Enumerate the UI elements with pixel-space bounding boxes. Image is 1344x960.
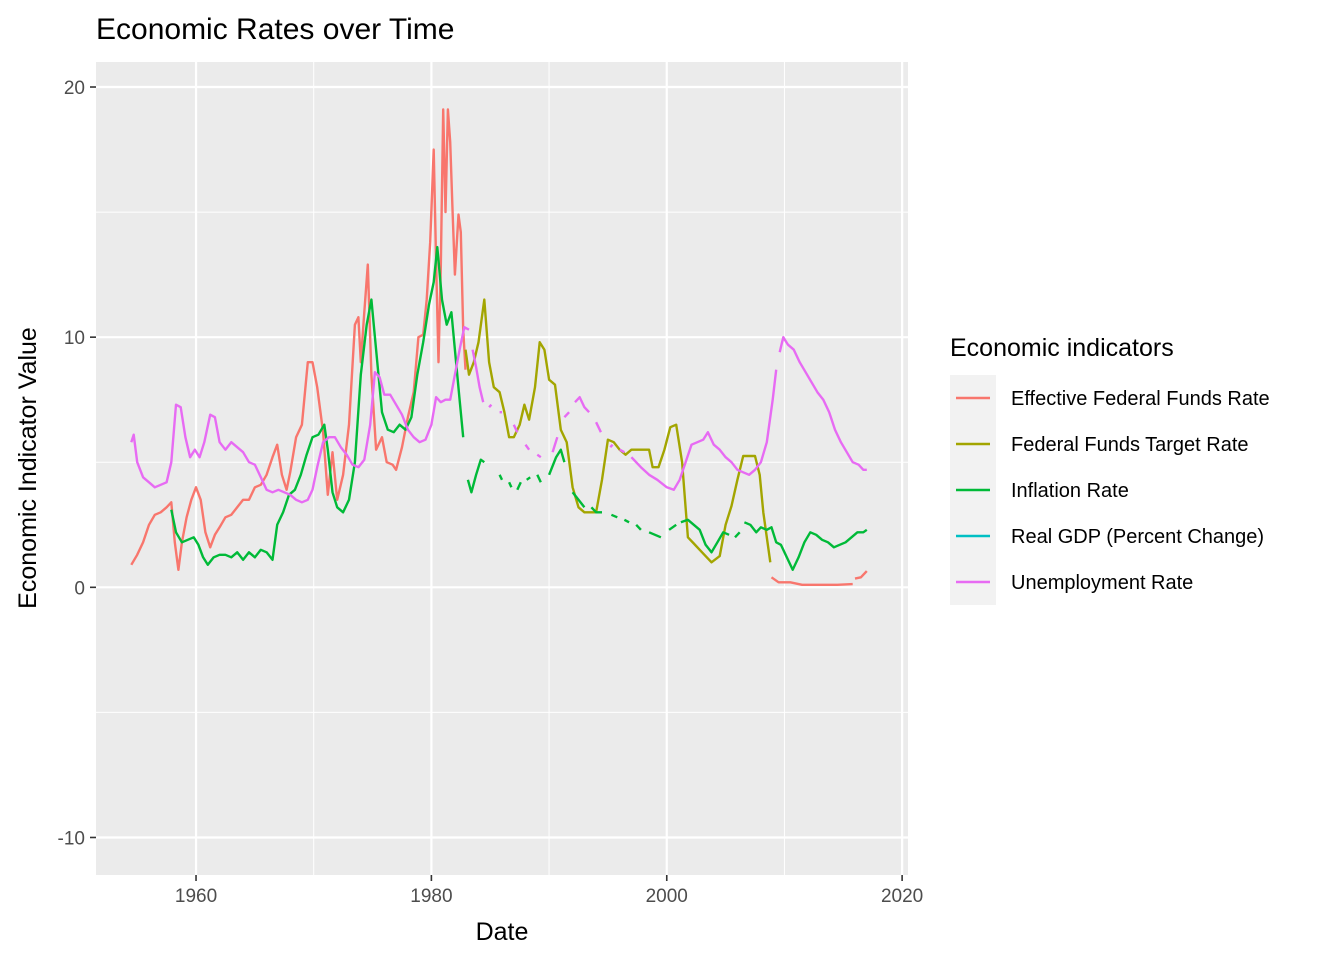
x-tick-label: 1960 bbox=[175, 886, 217, 907]
series-line-inflation-rate bbox=[623, 518, 630, 524]
series-line-inflation-rate bbox=[466, 458, 485, 494]
legend-label-real-gdp-percent-change: Real GDP (Percent Change) bbox=[1011, 526, 1264, 548]
chart-title: Economic Rates over Time bbox=[96, 13, 454, 46]
series-line-unemployment-rate bbox=[574, 396, 590, 414]
series-line-inflation-rate bbox=[635, 523, 642, 531]
legend: Economic indicators Effective Federal Fu… bbox=[950, 334, 1270, 605]
series-line-inflation-rate bbox=[610, 513, 618, 519]
x-tick-label: 1980 bbox=[410, 886, 452, 907]
series-line-inflation-rate bbox=[743, 521, 868, 571]
plot-panel bbox=[96, 62, 908, 875]
series-line-effective-federal-funds-rate bbox=[770, 576, 853, 586]
series-line-inflation-rate bbox=[734, 531, 741, 539]
y-tick-label: 20 bbox=[64, 78, 85, 99]
y-tick-label: -10 bbox=[58, 828, 85, 849]
series-line-unemployment-rate bbox=[488, 403, 493, 409]
series-line-unemployment-rate bbox=[130, 326, 470, 504]
series-line-effective-federal-funds-rate bbox=[130, 108, 467, 571]
x-axis: 1960 1980 2000 2020 bbox=[175, 875, 923, 907]
series-line-unemployment-rate bbox=[524, 443, 531, 451]
y-tick-label: 10 bbox=[64, 328, 85, 349]
series-line-inflation-rate bbox=[571, 491, 586, 509]
series-line-unemployment-rate bbox=[512, 424, 519, 433]
series-inflation-rate bbox=[170, 245, 868, 571]
minor-gridlines bbox=[96, 62, 908, 875]
series-layer bbox=[130, 108, 868, 586]
series-line-inflation-rate bbox=[590, 506, 602, 514]
series-federal-funds-target-rate bbox=[464, 298, 772, 564]
series-line-federal-funds-target-rate bbox=[464, 298, 772, 564]
series-line-inflation-rate bbox=[516, 481, 522, 491]
series-line-effective-federal-funds-rate bbox=[854, 570, 868, 580]
x-tick-label: 2020 bbox=[881, 886, 923, 907]
series-line-unemployment-rate bbox=[619, 448, 625, 454]
series-line-inflation-rate bbox=[680, 518, 730, 554]
series-line-inflation-rate bbox=[526, 476, 531, 481]
series-effective-federal-funds-rate bbox=[130, 108, 868, 586]
series-line-unemployment-rate bbox=[471, 349, 485, 403]
series-line-unemployment-rate bbox=[595, 421, 602, 433]
y-axis-title: Economic Indicator Value bbox=[14, 327, 42, 609]
series-line-unemployment-rate bbox=[551, 436, 559, 453]
series-line-inflation-rate bbox=[498, 474, 504, 481]
legend-label-inflation-rate: Inflation Rate bbox=[1011, 480, 1129, 502]
series-line-unemployment-rate bbox=[778, 336, 867, 471]
series-line-unemployment-rate bbox=[609, 443, 614, 449]
legend-title: Economic indicators bbox=[950, 334, 1174, 362]
series-line-unemployment-rate bbox=[536, 453, 542, 459]
series-line-unemployment-rate bbox=[630, 369, 778, 491]
legend-label-effective-federal-funds-rate: Effective Federal Funds Rate bbox=[1011, 388, 1270, 410]
series-unemployment-rate bbox=[130, 326, 867, 504]
series-line-inflation-rate bbox=[648, 531, 662, 539]
x-tick-label: 2000 bbox=[646, 886, 688, 907]
y-axis: -10 0 10 20 bbox=[58, 78, 96, 849]
legend-label-unemployment-rate: Unemployment Rate bbox=[1011, 572, 1193, 594]
major-gridlines bbox=[96, 62, 908, 875]
legend-items: Effective Federal Funds Rate Federal Fund… bbox=[956, 388, 1270, 594]
series-line-inflation-rate bbox=[668, 523, 677, 531]
series-line-inflation-rate bbox=[536, 474, 542, 483]
series-line-inflation-rate bbox=[508, 481, 513, 488]
series-line-unemployment-rate bbox=[563, 411, 570, 419]
y-tick-label: 0 bbox=[74, 578, 85, 599]
x-axis-title: Date bbox=[476, 918, 529, 946]
legend-label-federal-funds-target-rate: Federal Funds Target Rate bbox=[1011, 434, 1249, 456]
series-line-inflation-rate bbox=[547, 448, 566, 476]
series-line-inflation-rate bbox=[170, 245, 465, 566]
